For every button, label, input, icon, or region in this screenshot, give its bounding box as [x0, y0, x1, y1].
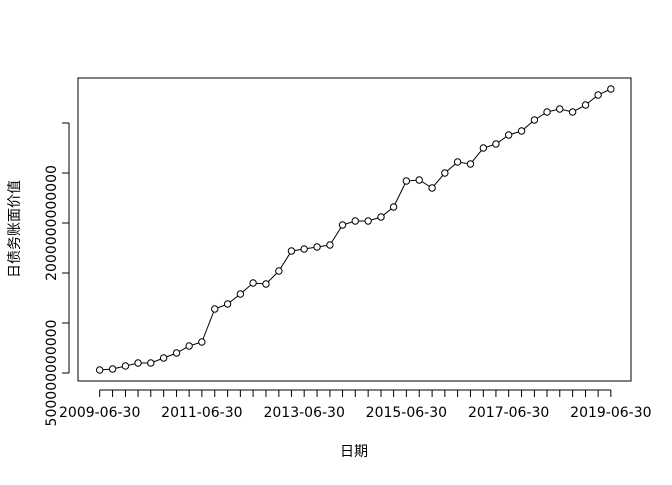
data-point: [594, 91, 602, 99]
data-point: [530, 116, 539, 124]
data-point: [249, 279, 257, 287]
data-line: [99, 88, 612, 371]
data-point: [453, 158, 462, 166]
data-point: [159, 354, 168, 362]
data-point: [95, 366, 104, 374]
data-point: [147, 359, 155, 367]
data-point: [108, 365, 117, 373]
plot-frame: [77, 77, 632, 382]
x-tick-label: 2011-06-30: [161, 405, 242, 421]
data-point: [492, 140, 500, 148]
y-axis-title: 日债务账面价值: [7, 180, 23, 278]
data-point: [402, 177, 411, 185]
x-tick-label: 2019-06-30: [570, 405, 651, 421]
x-axis-title: 日期: [340, 444, 368, 460]
data-point: [428, 184, 436, 192]
data-point: [313, 243, 321, 251]
data-point: [517, 127, 526, 135]
data-point: [568, 108, 577, 116]
x-tick-label: 2017-06-30: [468, 405, 549, 421]
data-point: [121, 362, 130, 370]
data-point: [377, 213, 385, 221]
data-point: [185, 342, 193, 350]
data-point: [211, 305, 219, 313]
data-point: [441, 169, 449, 177]
data-point: [415, 176, 423, 184]
x-tick-label: 2015-06-30: [366, 405, 447, 421]
data-point: [351, 217, 359, 225]
data-point: [300, 245, 308, 253]
data-point: [466, 160, 475, 168]
data-point: [134, 359, 142, 367]
data-point: [223, 300, 232, 308]
y-tick-label: 500000000000: [44, 320, 60, 427]
y-tick-label: 2000000000000: [44, 165, 60, 281]
data-point: [504, 131, 513, 139]
data-point: [326, 241, 334, 249]
x-tick-label: 2009-06-30: [59, 405, 140, 421]
data-point: [389, 203, 398, 211]
data-point: [287, 247, 296, 255]
data-point: [275, 267, 283, 275]
data-point: [198, 338, 206, 346]
data-point: [364, 217, 372, 225]
data-point: [581, 101, 590, 109]
data-point: [607, 85, 615, 93]
data-point: [479, 144, 488, 152]
data-point: [556, 105, 564, 113]
data-point: [262, 280, 270, 288]
data-point: [338, 221, 347, 229]
x-tick-label: 2013-06-30: [263, 405, 344, 421]
data-point: [543, 108, 551, 116]
data-point: [172, 349, 181, 357]
data-point: [236, 290, 245, 298]
